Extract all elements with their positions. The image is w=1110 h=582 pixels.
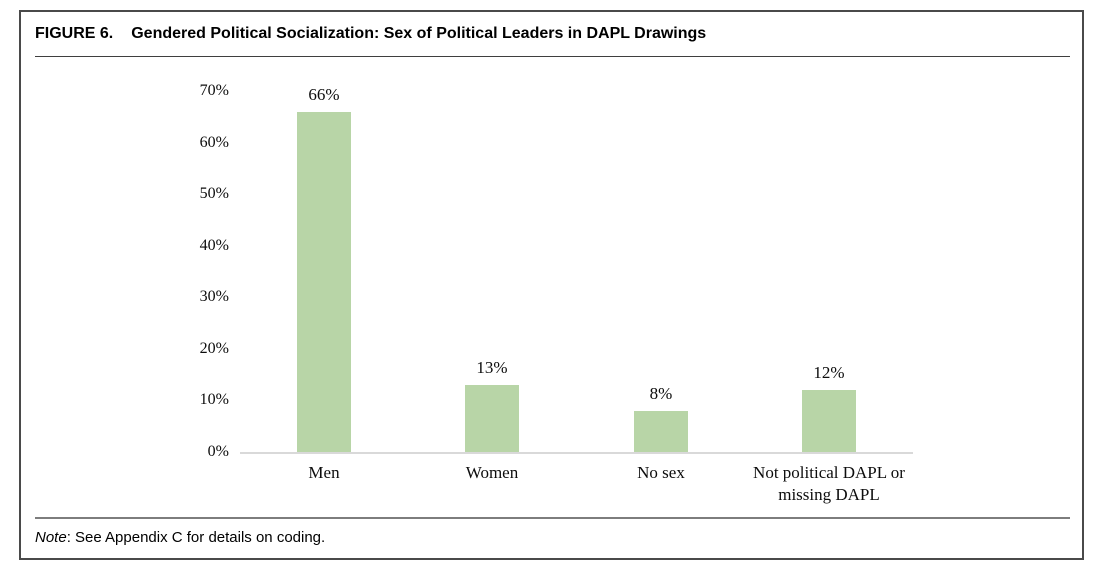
y-axis-tick-label: 10% <box>199 391 229 409</box>
category-label: Not political DAPL or missing DAPL <box>753 463 905 504</box>
figure-title: FIGURE 6. Gendered Political Socializatio… <box>35 25 706 43</box>
y-axis-tick-label: 30% <box>199 288 229 306</box>
bar-value-label: 8% <box>649 384 673 403</box>
category-label: Women <box>465 463 519 482</box>
note-text: : See Appendix C for details on coding. <box>66 529 326 546</box>
figure-note: Note: See Appendix C for details on codi… <box>35 529 325 546</box>
y-axis-tick-label: 70% <box>199 82 229 99</box>
y-axis-tick-label: 20% <box>199 339 229 357</box>
bar-no-sex <box>634 411 688 452</box>
category-label: No sex <box>637 463 685 482</box>
bar-value-label: 66% <box>308 85 340 104</box>
y-axis-tick-label: 60% <box>199 133 229 151</box>
note-divider <box>35 517 1070 519</box>
bar-value-label: 12% <box>813 363 845 382</box>
y-axis-tick-label: 50% <box>199 185 229 203</box>
figure-number-label: FIGURE 6. <box>35 25 114 42</box>
category-label: Men <box>308 463 340 482</box>
bar-value-label: 13% <box>476 358 508 377</box>
y-axis-tick-label: 40% <box>199 236 229 254</box>
y-axis-tick-label: 0% <box>207 443 229 460</box>
bar-chart: 70% 60% 50% 40% 30% 20% 10% 0% 66% Men 13% Women 8% N… <box>21 12 1082 558</box>
figure-panel: FIGURE 6. Gendered Political Socializatio… <box>19 10 1084 560</box>
bar-women <box>465 385 519 452</box>
note-prefix: Note <box>35 529 67 546</box>
figure-caption: Gendered Political Socialization: Sex of… <box>131 25 707 42</box>
bar-not-political-dapl-or-missing-dapl <box>802 390 856 452</box>
title-divider <box>35 56 1070 57</box>
bar-men <box>297 112 351 452</box>
x-axis-line <box>240 452 913 454</box>
